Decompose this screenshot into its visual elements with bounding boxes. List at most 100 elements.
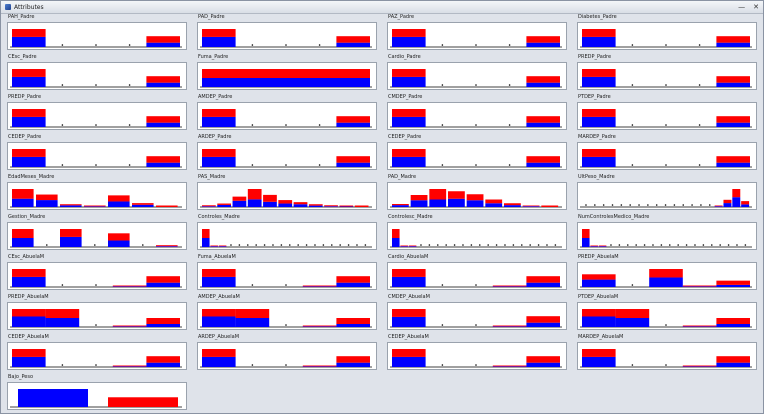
histogram-bar-class-1 [492,366,527,367]
histogram-plot [577,102,757,130]
histogram-bar-class-2 [582,349,616,357]
attribute-panel: Fuma_AbuelaM [195,254,379,292]
empty-bin-marker [314,244,316,246]
histogram-bar-class-2 [108,233,130,241]
minimize-button[interactable]: — [738,3,746,11]
histogram-bar-class-2 [590,245,598,247]
empty-bin-marker [318,124,321,126]
histogram-plot [577,222,757,250]
attribute-panel: CEDEP_AbuelaM [385,334,569,372]
close-button[interactable]: ✕ [753,3,759,11]
histogram-bar-class-1 [146,122,180,127]
empty-bin-marker [700,204,702,206]
histogram-bar-class-1 [156,246,178,247]
histogram-bar-class-1 [202,116,236,127]
attribute-name: Fuma_AbuelaM [198,254,236,260]
histogram-plot [387,222,567,250]
empty-bin-marker [478,244,481,246]
histogram-bar-class-2 [156,245,178,247]
histogram-bar-class-1 [716,324,750,327]
empty-bin-marker [462,244,464,246]
histogram-plot [387,302,567,330]
attribute-panel: Controlesc_Madre [385,214,569,252]
empty-bin-marker [251,44,254,46]
histogram-bar-class-2 [716,36,750,43]
histogram-bar-class-1 [526,162,560,167]
attribute-panel: PAS_Madre [195,174,379,212]
attribute-name: CEDEP_AbuelaM [8,334,49,340]
empty-bin-marker [339,244,341,246]
histogram-bar-class-2 [448,191,465,199]
empty-bin-marker [691,204,693,206]
empty-bin-marker [710,244,713,246]
empty-bin-marker [230,244,232,246]
empty-bin-marker [470,244,473,246]
histogram-bar-class-1 [336,42,370,47]
histogram-bar-class-2 [146,276,180,283]
histogram-bar-class-1 [392,238,400,247]
empty-bin-marker [626,244,629,246]
empty-bin-marker [364,244,367,246]
histogram-bar-class-2 [146,356,180,363]
empty-bin-marker [453,244,456,246]
empty-bin-marker [495,244,498,246]
attribute-name: CEDEP_Padre [388,134,422,140]
empty-bin-marker [61,364,64,366]
histogram-bar-class-2 [682,285,717,287]
histogram-bar-class-2 [492,325,527,327]
empty-bin-marker [297,244,299,246]
attribute-panel: CEDEP_Padre [5,134,189,172]
empty-bin-marker [251,164,254,166]
histogram-bar-class-2 [429,189,447,200]
empty-bin-marker [61,284,64,286]
histogram-bar-class-1 [582,356,616,367]
empty-bin-marker [610,244,612,246]
histogram-bar-class-2 [202,309,236,317]
empty-bin-marker [255,244,257,246]
histogram-bar-class-1 [429,199,447,207]
empty-bin-marker [660,244,663,246]
histogram-bar-class-2 [716,356,750,363]
histogram-bar-class-1 [522,206,540,207]
empty-bin-marker [288,244,291,246]
attribute-panel: PREDP_AbuelaM [575,254,759,292]
histogram-bar-class-2 [336,276,370,283]
attribute-panel: CEsc_Padre [5,54,189,92]
histogram-plot [387,262,567,290]
histogram-bar-class-2 [392,229,400,238]
empty-bin-marker [356,244,358,246]
empty-bin-marker [285,44,287,46]
histogram-bar-class-2 [732,189,741,198]
histogram-bar-class-1 [582,76,616,87]
histogram-bar-class-1 [202,156,236,167]
histogram-bar-class-2 [582,309,616,317]
histogram-bar-class-1 [336,122,370,127]
histogram-bar-class-2 [526,76,560,83]
histogram-bar-class-2 [526,116,560,123]
empty-bin-marker [95,324,97,326]
empty-bin-marker [285,124,287,126]
histogram-bar-class-2 [202,229,210,238]
histogram-bar-class-1 [217,204,232,207]
attribute-name: Controles_Madre [198,214,240,220]
empty-bin-marker [537,244,540,246]
empty-bin-marker [554,244,557,246]
empty-bin-marker [61,124,64,126]
histogram-bar-class-1 [682,326,717,327]
histogram-plot [197,302,377,330]
histogram-plot [7,342,187,370]
attribute-panel: PAD_Padre [195,14,379,52]
histogram-bar-class-1 [392,36,426,47]
histogram-bar-class-2 [615,309,650,318]
histogram-bar-class-1 [716,82,750,87]
histogram-bar-class-2 [210,245,218,247]
attribute-panel: PREDP_AbuelaM [5,294,189,332]
histogram-bar-class-2 [112,285,147,287]
histogram-plot [577,342,757,370]
histogram-bar-class-2 [682,325,717,327]
histogram-bar-class-2 [60,204,82,206]
empty-bin-marker [631,44,634,46]
histogram-bar-class-1 [339,206,354,207]
histogram-bar-class-2 [392,69,426,77]
empty-bin-marker [322,244,325,246]
